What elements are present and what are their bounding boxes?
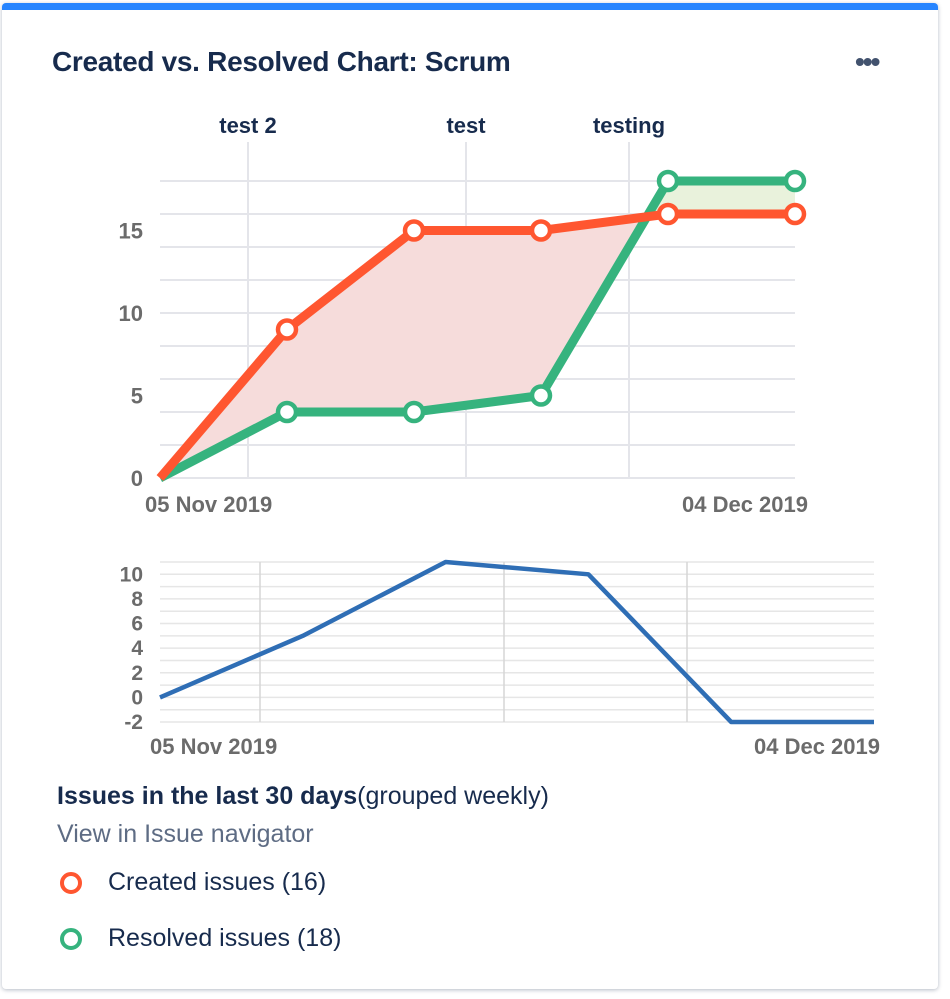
gadget-title: Created vs. Resolved Chart: Scrum [52, 46, 511, 77]
created-point [529, 219, 553, 242]
version-label: testing [593, 113, 665, 138]
legend-resolved: Resolved issues (18) [60, 924, 341, 953]
created-legend-icon [60, 871, 82, 894]
resolved-point [783, 169, 807, 193]
difference-line [159, 559, 874, 725]
legend-created: Created issues (16) [60, 868, 326, 897]
y-tick-label: 0 [131, 466, 143, 491]
created-line [156, 209, 795, 481]
y-tick-label: 4 [131, 637, 143, 660]
resolved-point [529, 384, 553, 407]
summary-bold: Issues in the last 30 days [57, 782, 358, 810]
y-tick-label: 10 [119, 301, 143, 326]
created-area [287, 230, 414, 412]
y-tick-label: 10 [120, 563, 143, 586]
x-tick-label: 04 Dec 2019 [682, 492, 808, 517]
resolved-point [275, 400, 299, 424]
created-point [783, 202, 807, 226]
y-tick-label: 15 [119, 219, 143, 244]
y-tick-label: -2 [124, 711, 143, 734]
version-label: test [446, 113, 486, 138]
resolved-legend-icon [60, 927, 82, 950]
y-tick-label: 6 [131, 613, 143, 636]
y-tick-label: 2 [131, 662, 143, 685]
legend-label: Resolved issues (18) [108, 924, 342, 952]
dashboard-gadget-card [2, 3, 938, 989]
x-tick-label: 05 Nov 2019 [150, 734, 277, 759]
resolved-area [668, 181, 795, 214]
x-tick-label: 05 Nov 2019 [145, 492, 272, 517]
resolved-point [656, 169, 680, 193]
legend-label: Created issues (16) [108, 868, 327, 896]
summary-text: Issues in the last 30 days(grouped weekl… [57, 782, 549, 811]
created-point [275, 318, 299, 341]
created-point [656, 202, 680, 226]
version-label: test 2 [219, 113, 276, 138]
y-tick-label: 8 [131, 588, 143, 611]
summary-grouping: (grouped weekly) [357, 782, 549, 810]
created-point [402, 219, 426, 242]
y-tick-label: 5 [131, 384, 143, 409]
created-area [414, 230, 541, 412]
resolved-point [402, 400, 426, 424]
x-tick-label: 04 Dec 2019 [754, 734, 880, 759]
resolved-line [157, 176, 795, 482]
y-tick-label: 0 [131, 686, 143, 709]
more-options-icon[interactable]: ••• [855, 46, 880, 77]
view-in-issue-navigator-link[interactable]: View in Issue navigator [57, 820, 314, 848]
